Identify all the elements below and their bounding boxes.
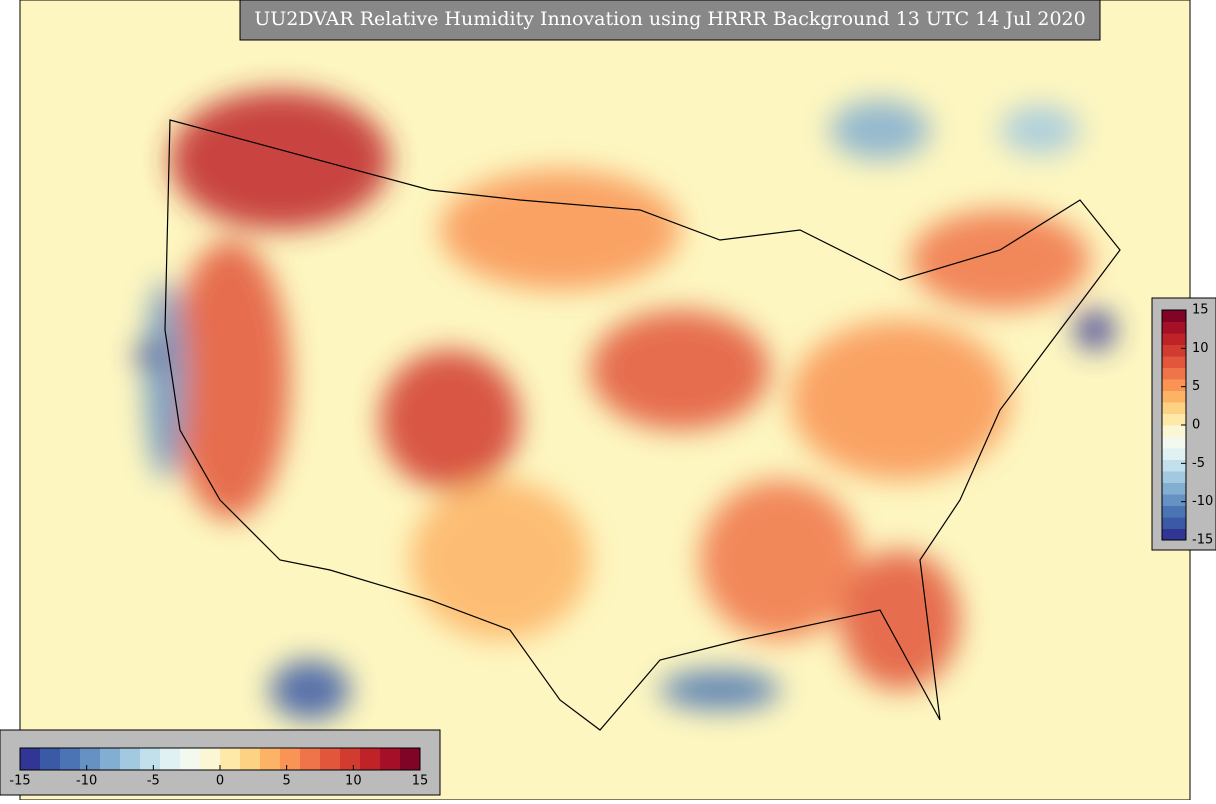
colorbar-segment — [1162, 482, 1186, 495]
tick-label: 5 — [1192, 379, 1200, 394]
tick-label: -15 — [9, 774, 30, 789]
colorbar-segment — [300, 748, 321, 770]
colorbar-segment — [1162, 459, 1186, 472]
colorbar-segment — [40, 748, 61, 770]
colorbar-segment — [340, 748, 361, 770]
colorbar-segment — [160, 748, 181, 770]
colorbar-segment — [1162, 436, 1186, 449]
colorbar-segment — [120, 748, 141, 770]
tick-label: 15 — [1192, 303, 1209, 318]
colorbar-segment — [1162, 379, 1186, 391]
colorbar-segment — [60, 748, 81, 770]
colorbar-segment — [280, 748, 301, 770]
colorbar-segment — [240, 748, 261, 770]
colorbar-segment — [1162, 413, 1186, 426]
tick-label: -5 — [1192, 456, 1205, 471]
colorbar-segment — [400, 748, 421, 770]
colorbar-segment — [1162, 494, 1186, 506]
colorbar-segment — [1162, 390, 1186, 403]
tick-label: 0 — [1192, 418, 1200, 433]
horizontal-colorbar: -15 -10 -5 0 5 10 15 — [9, 747, 429, 789]
colorbar-segment — [1162, 448, 1186, 460]
tick-label: 10 — [345, 774, 362, 789]
colorbar-segment — [200, 748, 221, 770]
colorbar-segment — [20, 748, 41, 770]
tick-label: 5 — [283, 774, 291, 789]
tick-label: -15 — [1192, 533, 1213, 548]
colorbar-segment — [380, 748, 401, 770]
colorbar-segment — [1162, 505, 1186, 518]
tick-label: -10 — [1192, 494, 1213, 509]
humidity-field — [136, 90, 1115, 720]
colorbar-segment — [1162, 344, 1186, 357]
colorbar-segment — [220, 748, 241, 770]
colorbar-segment — [1162, 321, 1186, 334]
colorbar-segment — [320, 748, 341, 770]
tick-label: -10 — [76, 774, 97, 789]
tick-label: -5 — [147, 774, 160, 789]
tick-label: 10 — [1192, 341, 1209, 356]
tick-label: 0 — [216, 774, 224, 789]
tick-label: 15 — [412, 774, 429, 789]
country-border — [164, 119, 1121, 731]
vertical-colorbar: -15 -10 -5 0 5 10 15 — [1161, 303, 1213, 548]
colorbar-segment — [100, 748, 121, 770]
colorbar-segment — [1162, 333, 1186, 345]
colorbar-segment — [360, 748, 381, 770]
colorbar-segment — [1162, 517, 1186, 529]
colorbar-segment — [1162, 310, 1186, 322]
map-title: UU2DVAR Relative Humidity Innovation usi… — [254, 8, 1086, 30]
colorbar-segment — [1162, 402, 1186, 414]
colorbar-segment — [1162, 356, 1186, 368]
colorbar-segment — [1162, 425, 1186, 437]
colorbar-segment — [1162, 471, 1186, 483]
colorbar-segment — [140, 748, 161, 770]
colorbar-segment — [1162, 528, 1186, 541]
colorbar-segment — [1162, 367, 1186, 380]
colorbar-segment — [80, 748, 101, 770]
colorbar-segment — [180, 748, 201, 770]
colorbar-segment — [260, 748, 281, 770]
title-box — [239, 0, 1101, 41]
